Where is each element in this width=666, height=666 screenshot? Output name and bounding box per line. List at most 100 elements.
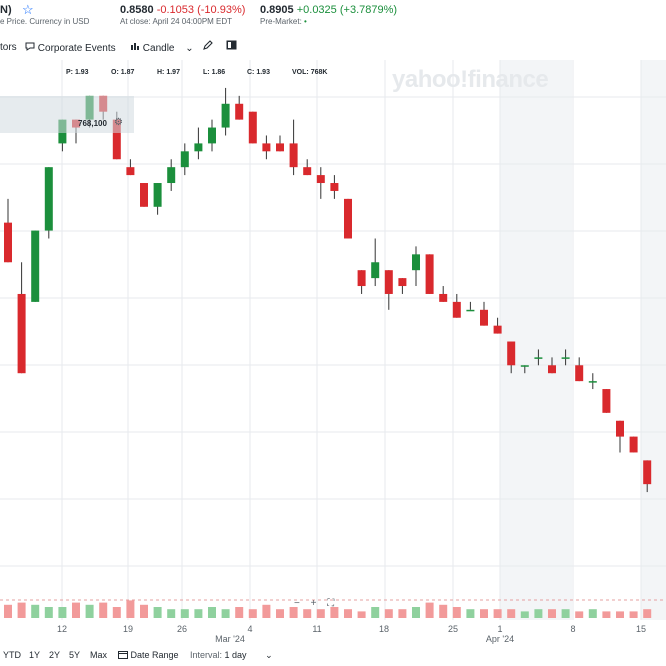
- x-month-label: Apr '24: [485, 634, 515, 644]
- legend-l-label: L:: [203, 69, 210, 76]
- candle-body: [112, 119, 121, 160]
- volume-bar: [384, 609, 393, 618]
- candle: [520, 365, 529, 374]
- interval-value: 1 day: [224, 650, 247, 660]
- candle: [194, 127, 203, 160]
- candle: [276, 135, 284, 152]
- x-tick: 26: [176, 624, 187, 634]
- candle: [221, 87, 230, 136]
- chart-type-label: Candle: [142, 43, 175, 54]
- candles: [4, 87, 652, 493]
- volume-bar: [588, 609, 597, 618]
- indicators-button[interactable]: tors: [0, 42, 17, 53]
- fullscreen-button[interactable]: ⛶: [327, 598, 335, 609]
- candle-body: [466, 309, 475, 312]
- x-tick: 12: [56, 624, 67, 634]
- volume-bar: [534, 609, 543, 618]
- chevron-down-icon: ⌄: [185, 43, 194, 54]
- gear-icon[interactable]: ⚙: [114, 117, 123, 128]
- premarket-price: 0.8905: [260, 4, 294, 16]
- candle: [371, 238, 380, 287]
- x-tick: 4: [247, 624, 253, 634]
- zoom-in-button[interactable]: +: [310, 598, 317, 609]
- candle: [548, 357, 556, 374]
- volume-bar: [140, 604, 148, 618]
- volume-value: 768,100: [78, 119, 107, 128]
- candle-body: [330, 183, 339, 191]
- candle: [330, 175, 339, 199]
- range-max[interactable]: Max: [90, 650, 108, 660]
- range-2y[interactable]: 2Y: [49, 650, 61, 660]
- candle: [588, 373, 597, 390]
- yahoo-finance-watermark: yahoo!finance: [392, 66, 549, 93]
- legend-c-label: C:: [247, 69, 255, 76]
- legend-o-label: O:: [111, 69, 119, 76]
- ohlc-legend-o: O: 1.87: [111, 69, 134, 76]
- candle-body: [575, 365, 584, 382]
- volume-bar: [602, 611, 611, 618]
- candle-body: [371, 262, 380, 279]
- volume-bar: [575, 611, 584, 618]
- chevron-down-icon: ⌄: [265, 650, 273, 660]
- date-range-button[interactable]: Date Range: [118, 650, 179, 660]
- ohlc-legend-c: C: 1.93: [247, 69, 270, 76]
- volume-bar: [412, 607, 420, 618]
- candle-body: [167, 167, 176, 184]
- candle: [303, 159, 312, 176]
- zoom-out-button[interactable]: −: [294, 598, 300, 609]
- range-1y[interactable]: 1Y: [29, 650, 41, 660]
- candle: [262, 135, 271, 160]
- candle: [425, 254, 434, 294]
- chart-type-button[interactable]: Candle ⌄: [130, 42, 194, 54]
- ticker-title: N): [0, 4, 12, 16]
- x-tick: 25: [447, 624, 458, 634]
- candle-body: [126, 167, 135, 176]
- candle-icon: [131, 43, 139, 50]
- shaded-band: [641, 60, 666, 620]
- volume-bar: [425, 602, 434, 618]
- star-icon[interactable]: ☆: [22, 2, 34, 17]
- volume-bar: [153, 607, 162, 618]
- candle-body: [616, 420, 624, 437]
- candle: [153, 183, 162, 215]
- candle-body: [561, 357, 570, 359]
- candle: [534, 349, 543, 366]
- events-icon: [25, 42, 35, 51]
- legend-p-value: 1.93: [74, 69, 89, 76]
- candle: [180, 143, 189, 176]
- candle: [493, 317, 502, 334]
- range-ytd[interactable]: YTD: [3, 650, 21, 660]
- legend-l-value: 1.86: [211, 69, 226, 76]
- volume-bar: [208, 607, 216, 618]
- volume-bar: [194, 609, 203, 618]
- candle-body: [140, 183, 148, 207]
- candle: [507, 341, 516, 374]
- candle: [643, 460, 652, 493]
- price-chart[interactable]: [0, 60, 666, 620]
- candle-body: [4, 222, 12, 263]
- corporate-events-button[interactable]: Corporate Events: [25, 42, 116, 54]
- volume-bar: [31, 604, 40, 618]
- candle-body: [439, 293, 448, 302]
- ohlc-legend-l: L: 1.86: [203, 69, 225, 76]
- volume-bar: [85, 604, 94, 618]
- volume-bar: [493, 609, 502, 618]
- volume-bar: [44, 607, 53, 618]
- shaded-band: [500, 60, 572, 620]
- candle: [4, 198, 12, 263]
- volume-bar: [398, 609, 407, 618]
- range-5y[interactable]: 5Y: [69, 650, 81, 660]
- legend-vol-label: VOL:: [292, 69, 309, 76]
- candle-body: [425, 254, 434, 294]
- interval-selector[interactable]: Interval: 1 day ⌄: [190, 650, 273, 661]
- draw-pencil-icon[interactable]: [202, 39, 214, 54]
- volume-bar: [643, 609, 652, 618]
- settings-panel-icon[interactable]: [226, 40, 237, 53]
- candle: [616, 420, 624, 453]
- volume-bar: [126, 600, 135, 618]
- candle-body: [384, 270, 393, 294]
- candle-body: [248, 111, 257, 144]
- candle-body: [412, 254, 420, 271]
- candle-body: [194, 143, 203, 152]
- candle-body: [276, 143, 284, 152]
